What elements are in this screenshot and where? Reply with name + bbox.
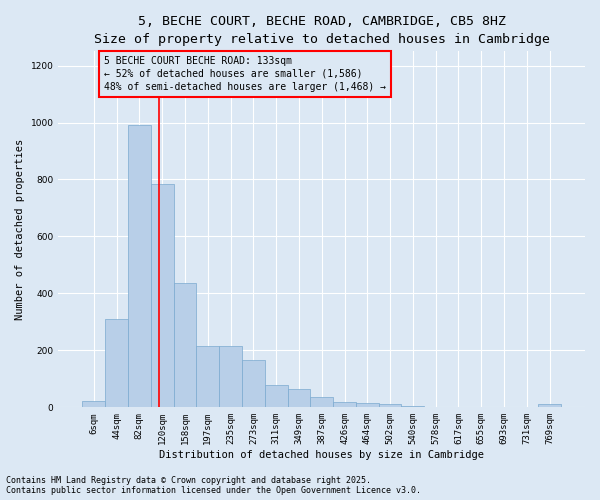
Bar: [401, 406, 424, 407]
Bar: [538, 404, 561, 407]
Text: 5 BECHE COURT BECHE ROAD: 133sqm
← 52% of detached houses are smaller (1,586)
48: 5 BECHE COURT BECHE ROAD: 133sqm ← 52% o…: [104, 56, 386, 92]
Bar: [333, 402, 356, 407]
X-axis label: Distribution of detached houses by size in Cambridge: Distribution of detached houses by size …: [159, 450, 484, 460]
Y-axis label: Number of detached properties: Number of detached properties: [15, 138, 25, 320]
Bar: [219, 346, 242, 408]
Bar: [310, 398, 333, 407]
Bar: [196, 346, 219, 408]
Bar: [379, 404, 401, 407]
Title: 5, BECHE COURT, BECHE ROAD, CAMBRIDGE, CB5 8HZ
Size of property relative to deta: 5, BECHE COURT, BECHE ROAD, CAMBRIDGE, C…: [94, 15, 550, 46]
Bar: [128, 126, 151, 408]
Bar: [287, 389, 310, 407]
Bar: [242, 360, 265, 408]
Bar: [356, 403, 379, 407]
Bar: [105, 319, 128, 408]
Bar: [173, 284, 196, 408]
Bar: [151, 184, 173, 408]
Text: Contains HM Land Registry data © Crown copyright and database right 2025.
Contai: Contains HM Land Registry data © Crown c…: [6, 476, 421, 495]
Bar: [82, 401, 105, 407]
Bar: [265, 384, 287, 407]
